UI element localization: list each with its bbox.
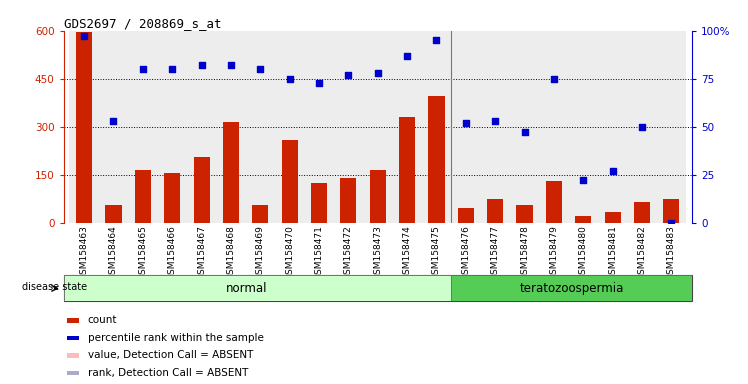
Text: rank, Detection Call = ABSENT: rank, Detection Call = ABSENT (88, 368, 248, 378)
Text: value, Detection Call = ABSENT: value, Detection Call = ABSENT (88, 350, 253, 360)
Bar (76, 32, 92, 223)
Point (343, 72, 355, 78)
Bar (628, 31, 657, 223)
Text: GSM158469: GSM158469 (256, 225, 265, 280)
Text: percentile rank within the sample: percentile rank within the sample (88, 333, 263, 343)
Bar (516, 205, 533, 223)
Bar (128, 31, 158, 223)
Text: GSM158480: GSM158480 (579, 225, 588, 280)
Bar (598, 31, 628, 223)
Bar (510, 31, 539, 223)
Point (108, 118, 120, 124)
Point (607, 168, 619, 174)
Bar (451, 31, 480, 223)
Text: GSM158465: GSM158465 (138, 225, 147, 280)
Text: GSM158477: GSM158477 (491, 225, 500, 280)
Bar (604, 212, 621, 223)
Bar (67, 371, 79, 375)
Bar (252, 205, 269, 223)
Bar (105, 205, 122, 223)
Bar (158, 31, 187, 223)
Point (518, 129, 530, 136)
Bar (99, 31, 128, 223)
Bar (399, 117, 415, 223)
Text: GSM158467: GSM158467 (197, 225, 206, 280)
Text: GSM158472: GSM158472 (344, 225, 353, 280)
Bar (164, 173, 180, 223)
Point (666, 220, 678, 226)
Bar (539, 31, 568, 223)
Text: GSM158482: GSM158482 (637, 225, 646, 280)
Text: GSM158481: GSM158481 (608, 225, 617, 280)
Bar (458, 208, 474, 223)
Text: GSM158475: GSM158475 (432, 225, 441, 280)
Bar (223, 122, 239, 223)
Point (489, 118, 501, 124)
Bar (663, 199, 679, 223)
Bar (67, 336, 79, 340)
Point (166, 66, 178, 72)
Bar (281, 139, 298, 223)
Text: GSM158478: GSM158478 (520, 225, 529, 280)
Bar (422, 31, 451, 223)
Point (431, 37, 443, 43)
Point (225, 62, 237, 68)
Bar (657, 31, 686, 223)
Text: GSM158463: GSM158463 (79, 225, 88, 280)
Bar (64, 275, 451, 301)
Text: GSM158468: GSM158468 (227, 225, 236, 280)
Bar (487, 199, 503, 223)
Bar (70, 31, 99, 223)
Point (313, 79, 325, 86)
Text: GSM158476: GSM158476 (462, 225, 470, 280)
Bar (568, 31, 598, 223)
Bar (194, 157, 209, 223)
Text: normal: normal (227, 282, 268, 295)
Point (283, 76, 295, 82)
Bar (187, 31, 216, 223)
Point (78, 33, 90, 40)
Text: GSM158464: GSM158464 (109, 225, 118, 280)
Text: GSM158466: GSM158466 (168, 225, 177, 280)
Bar (340, 178, 357, 223)
Bar (451, 275, 692, 301)
Text: GSM158473: GSM158473 (373, 225, 382, 280)
Bar (275, 31, 304, 223)
Point (460, 120, 472, 126)
Point (372, 70, 384, 76)
Bar (546, 181, 562, 223)
Text: GSM158471: GSM158471 (314, 225, 324, 280)
Bar (67, 318, 79, 323)
Point (548, 76, 560, 82)
Text: GSM158470: GSM158470 (285, 225, 294, 280)
Point (195, 62, 207, 68)
Bar (304, 31, 334, 223)
Bar (67, 353, 79, 358)
Text: teratozoospermia: teratozoospermia (519, 282, 624, 295)
Text: GDS2697 / 208869_s_at: GDS2697 / 208869_s_at (64, 17, 221, 30)
Point (636, 124, 648, 130)
Bar (393, 31, 422, 223)
Bar (480, 31, 510, 223)
Text: count: count (88, 315, 117, 325)
Point (401, 53, 413, 59)
Text: GSM158483: GSM158483 (667, 225, 676, 280)
Point (577, 177, 589, 184)
Bar (311, 183, 327, 223)
Bar (334, 31, 363, 223)
Text: disease state: disease state (22, 282, 88, 292)
Bar (245, 31, 275, 223)
Bar (575, 216, 592, 223)
Text: GSM158479: GSM158479 (549, 225, 559, 280)
Bar (429, 96, 444, 223)
Text: GSM158474: GSM158474 (402, 225, 411, 280)
Point (137, 66, 149, 72)
Bar (370, 170, 386, 223)
Bar (634, 202, 650, 223)
Bar (216, 31, 245, 223)
Bar (363, 31, 393, 223)
Point (254, 66, 266, 72)
Bar (135, 170, 151, 223)
